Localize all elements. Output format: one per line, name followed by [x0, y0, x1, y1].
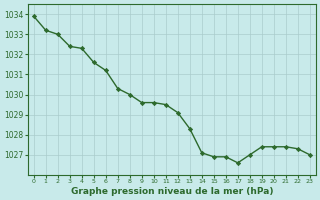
X-axis label: Graphe pression niveau de la mer (hPa): Graphe pression niveau de la mer (hPa)	[70, 187, 273, 196]
